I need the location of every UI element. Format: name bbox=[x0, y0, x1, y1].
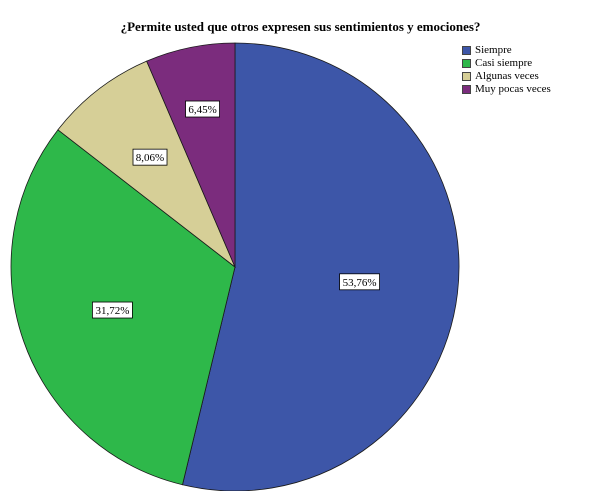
svg-text:6,45%: 6,45% bbox=[188, 104, 216, 116]
legend-item-3: Muy pocas veces bbox=[462, 83, 551, 96]
legend-label: Muy pocas veces bbox=[475, 83, 551, 95]
legend-item-0: Siempre bbox=[462, 44, 551, 57]
legend-label: Algunas veces bbox=[475, 70, 539, 82]
svg-text:31,72%: 31,72% bbox=[95, 305, 129, 317]
legend-item-2: Algunas veces bbox=[462, 70, 551, 83]
pie-slice-0 bbox=[182, 42, 460, 491]
data-label-1: 31,72% bbox=[92, 301, 133, 319]
legend: Siempre Casi siempre Algunas veces Muy poca… bbox=[462, 44, 551, 96]
chart-title: ¿Permite usted que otros expresen sus se… bbox=[120, 19, 481, 34]
data-label-2: 8,06% bbox=[132, 148, 168, 166]
data-label-3: 6,45% bbox=[185, 100, 220, 118]
svg-text:8,06%: 8,06% bbox=[136, 152, 164, 164]
data-label-0: 53,76% bbox=[339, 273, 380, 291]
legend-swatch bbox=[462, 72, 471, 81]
legend-label: Siempre bbox=[475, 44, 512, 56]
legend-label: Casi siempre bbox=[475, 57, 533, 69]
legend-item-1: Casi siempre bbox=[462, 57, 551, 70]
legend-swatch bbox=[462, 46, 471, 55]
legend-swatch bbox=[462, 85, 471, 94]
svg-text:53,76%: 53,76% bbox=[343, 277, 377, 289]
pie-slice-3 bbox=[146, 42, 236, 268]
legend-swatch bbox=[462, 59, 471, 68]
